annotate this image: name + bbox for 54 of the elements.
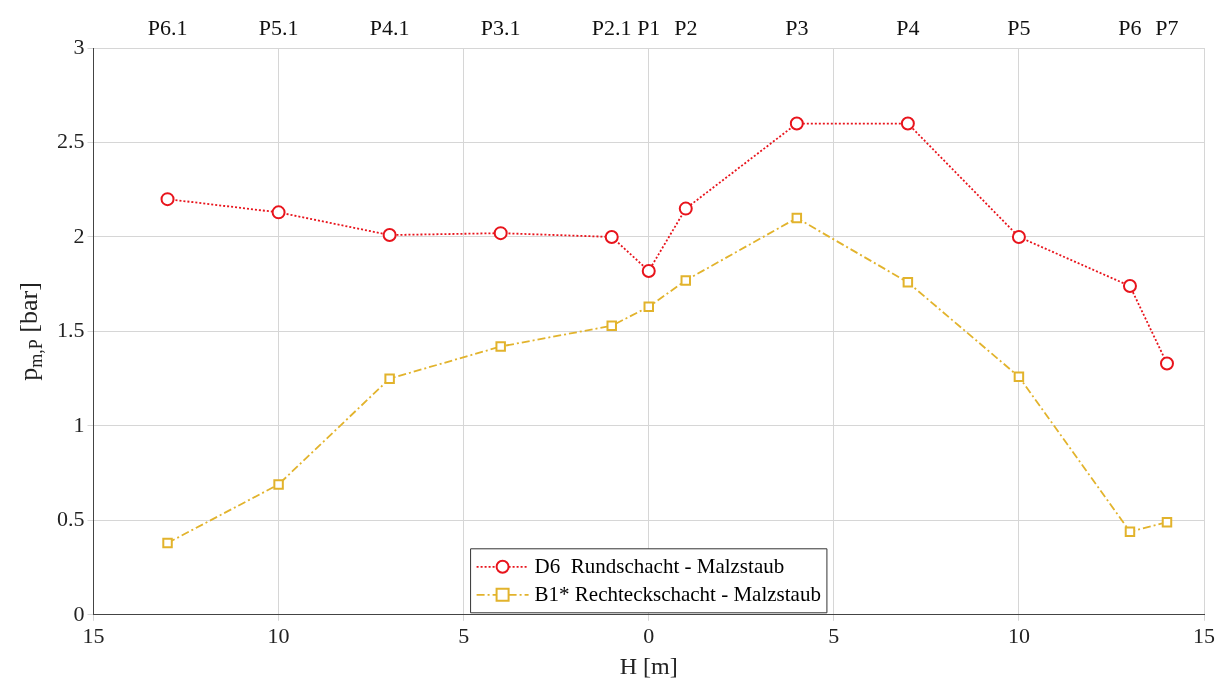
point bbox=[1124, 526, 1136, 537]
y-tick-label: 0.5 bbox=[57, 506, 85, 532]
point bbox=[162, 537, 173, 549]
point bbox=[1122, 279, 1137, 294]
point bbox=[900, 116, 915, 131]
text: P3.1 bbox=[480, 14, 521, 40]
text: P5 bbox=[1007, 14, 1031, 40]
x-tick-label: 10 bbox=[267, 622, 290, 648]
x-tick-label: 15 bbox=[82, 622, 105, 648]
point bbox=[604, 229, 619, 244]
y-tick-label: 2.5 bbox=[57, 128, 85, 154]
point bbox=[1159, 356, 1174, 371]
text: P4.1 bbox=[369, 14, 410, 40]
legend-label: D6 Rundschacht - Malzstaub bbox=[534, 554, 785, 579]
text: P4 bbox=[896, 14, 920, 40]
point bbox=[1011, 229, 1026, 244]
text: P7 bbox=[1155, 14, 1179, 40]
y-tick-label: 0 bbox=[73, 600, 85, 626]
point bbox=[273, 479, 284, 490]
text: P1 bbox=[637, 14, 661, 40]
text: P6 bbox=[1118, 14, 1142, 40]
x-tick-label: 15 bbox=[1193, 622, 1215, 648]
point bbox=[641, 263, 656, 278]
point bbox=[1013, 371, 1025, 382]
point bbox=[678, 201, 693, 216]
x-tick-label: 5 bbox=[458, 622, 470, 648]
point bbox=[384, 373, 395, 384]
text: P5.1 bbox=[258, 14, 299, 40]
y-axis-title: pm,P [bar] bbox=[13, 282, 46, 381]
text: P6.1 bbox=[147, 14, 188, 40]
text: P2.1 bbox=[591, 14, 632, 40]
y-tick-label: 1 bbox=[73, 411, 85, 437]
point bbox=[382, 228, 397, 243]
text: P2 bbox=[674, 14, 698, 40]
point bbox=[271, 205, 286, 220]
y-tick-label: 3 bbox=[73, 33, 85, 59]
point bbox=[606, 320, 617, 331]
point bbox=[643, 301, 654, 313]
point bbox=[495, 341, 506, 352]
legend-label: B1* Rechteckschacht - Malzstaub bbox=[534, 582, 821, 607]
point bbox=[789, 116, 804, 131]
y-tick-label: 2 bbox=[73, 222, 85, 248]
point bbox=[902, 277, 914, 288]
point bbox=[680, 275, 692, 286]
point bbox=[791, 212, 803, 224]
x-tick-label: 0 bbox=[643, 622, 655, 648]
point bbox=[1161, 516, 1173, 528]
text: P3 bbox=[785, 14, 809, 40]
x-axis-title: H [m] bbox=[619, 652, 678, 679]
point bbox=[493, 226, 508, 241]
y-tick-label: 1.5 bbox=[57, 317, 85, 343]
point bbox=[160, 192, 175, 207]
x-tick-label: 5 bbox=[828, 622, 840, 648]
x-tick-label: 10 bbox=[1007, 622, 1030, 648]
